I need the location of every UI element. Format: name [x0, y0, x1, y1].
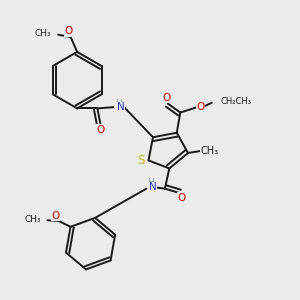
Text: N: N [149, 182, 157, 193]
Text: H: H [147, 178, 154, 187]
Text: O: O [163, 93, 171, 103]
Text: CH₃: CH₃ [35, 29, 52, 38]
Text: S: S [137, 154, 145, 167]
Text: N: N [117, 103, 125, 112]
Text: CH₂CH₃: CH₂CH₃ [220, 97, 251, 106]
Text: O: O [97, 125, 105, 135]
Text: O: O [64, 26, 72, 36]
Text: O: O [196, 102, 205, 112]
Text: H: H [115, 98, 122, 107]
Text: CH₃: CH₃ [200, 146, 218, 156]
Text: CH₃: CH₃ [24, 215, 41, 224]
Text: O: O [52, 211, 60, 220]
Text: O: O [177, 193, 185, 203]
